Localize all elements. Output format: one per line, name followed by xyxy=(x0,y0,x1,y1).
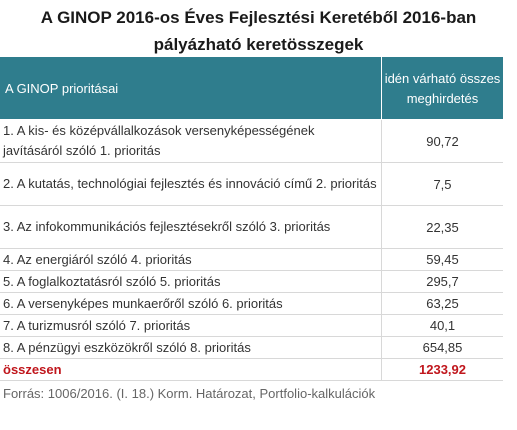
row-value: 295,7 xyxy=(426,274,459,289)
row-label: 6. A versenyképes munkaerőről szóló 6. p… xyxy=(0,293,382,314)
table-row: 5. A foglalkoztatásról szóló 5. prioritá… xyxy=(0,271,503,293)
row-value: 59,45 xyxy=(426,252,459,267)
table-header: A GINOP prioritásai idén várható összes … xyxy=(0,57,503,120)
row-value: 63,25 xyxy=(426,296,459,311)
total-value: 1233,92 xyxy=(419,362,466,377)
row-value: 22,35 xyxy=(426,219,459,235)
table-row: 1. A kis- és középvállalkozások versenyk… xyxy=(0,120,503,163)
source-note: Forrás: 1006/2016. (I. 18.) Korm. Határo… xyxy=(3,386,376,401)
row-value: 7,5 xyxy=(433,176,452,192)
priorities-table: A GINOP prioritásai idén várható összes … xyxy=(0,57,503,381)
row-value: 40,1 xyxy=(429,318,456,333)
header-priorities: A GINOP prioritásai xyxy=(0,57,382,119)
header-expected-total: idén várható összes meghirdetés xyxy=(382,57,503,119)
total-label: összesen xyxy=(0,359,382,380)
table-row: 8. A pénzügyi eszközökről szóló 8. prior… xyxy=(0,337,503,359)
row-label: 4. Az energiáról szóló 4. prioritás xyxy=(0,249,382,270)
row-label: 7. A turizmusról szóló 7. prioritás xyxy=(0,315,382,336)
row-label: 8. A pénzügyi eszközökről szóló 8. prior… xyxy=(0,337,382,358)
table-row: 6. A versenyképes munkaerőről szóló 6. p… xyxy=(0,293,503,315)
table-row: 4. Az energiáról szóló 4. prioritás 59,4… xyxy=(0,249,503,271)
row-label: 3. Az infokommunikációs fejlesztésekről … xyxy=(0,206,382,248)
row-label: 2. A kutatás, technológiai fejlesztés és… xyxy=(0,163,382,205)
total-row: összesen 1233,92 xyxy=(0,359,503,381)
row-label: 1. A kis- és középvállalkozások versenyk… xyxy=(0,120,382,162)
table-row: 3. Az infokommunikációs fejlesztésekről … xyxy=(0,206,503,249)
row-label: 5. A foglalkoztatásról szóló 5. prioritá… xyxy=(0,271,382,292)
row-value: 654,85 xyxy=(422,340,463,355)
table-row: 2. A kutatás, technológiai fejlesztés és… xyxy=(0,163,503,206)
table-row: 7. A turizmusról szóló 7. prioritás 40,1 xyxy=(0,315,503,337)
row-value: 90,72 xyxy=(426,133,459,149)
page-title: A GINOP 2016-os Éves Fejlesztési Keretéb… xyxy=(40,8,477,54)
